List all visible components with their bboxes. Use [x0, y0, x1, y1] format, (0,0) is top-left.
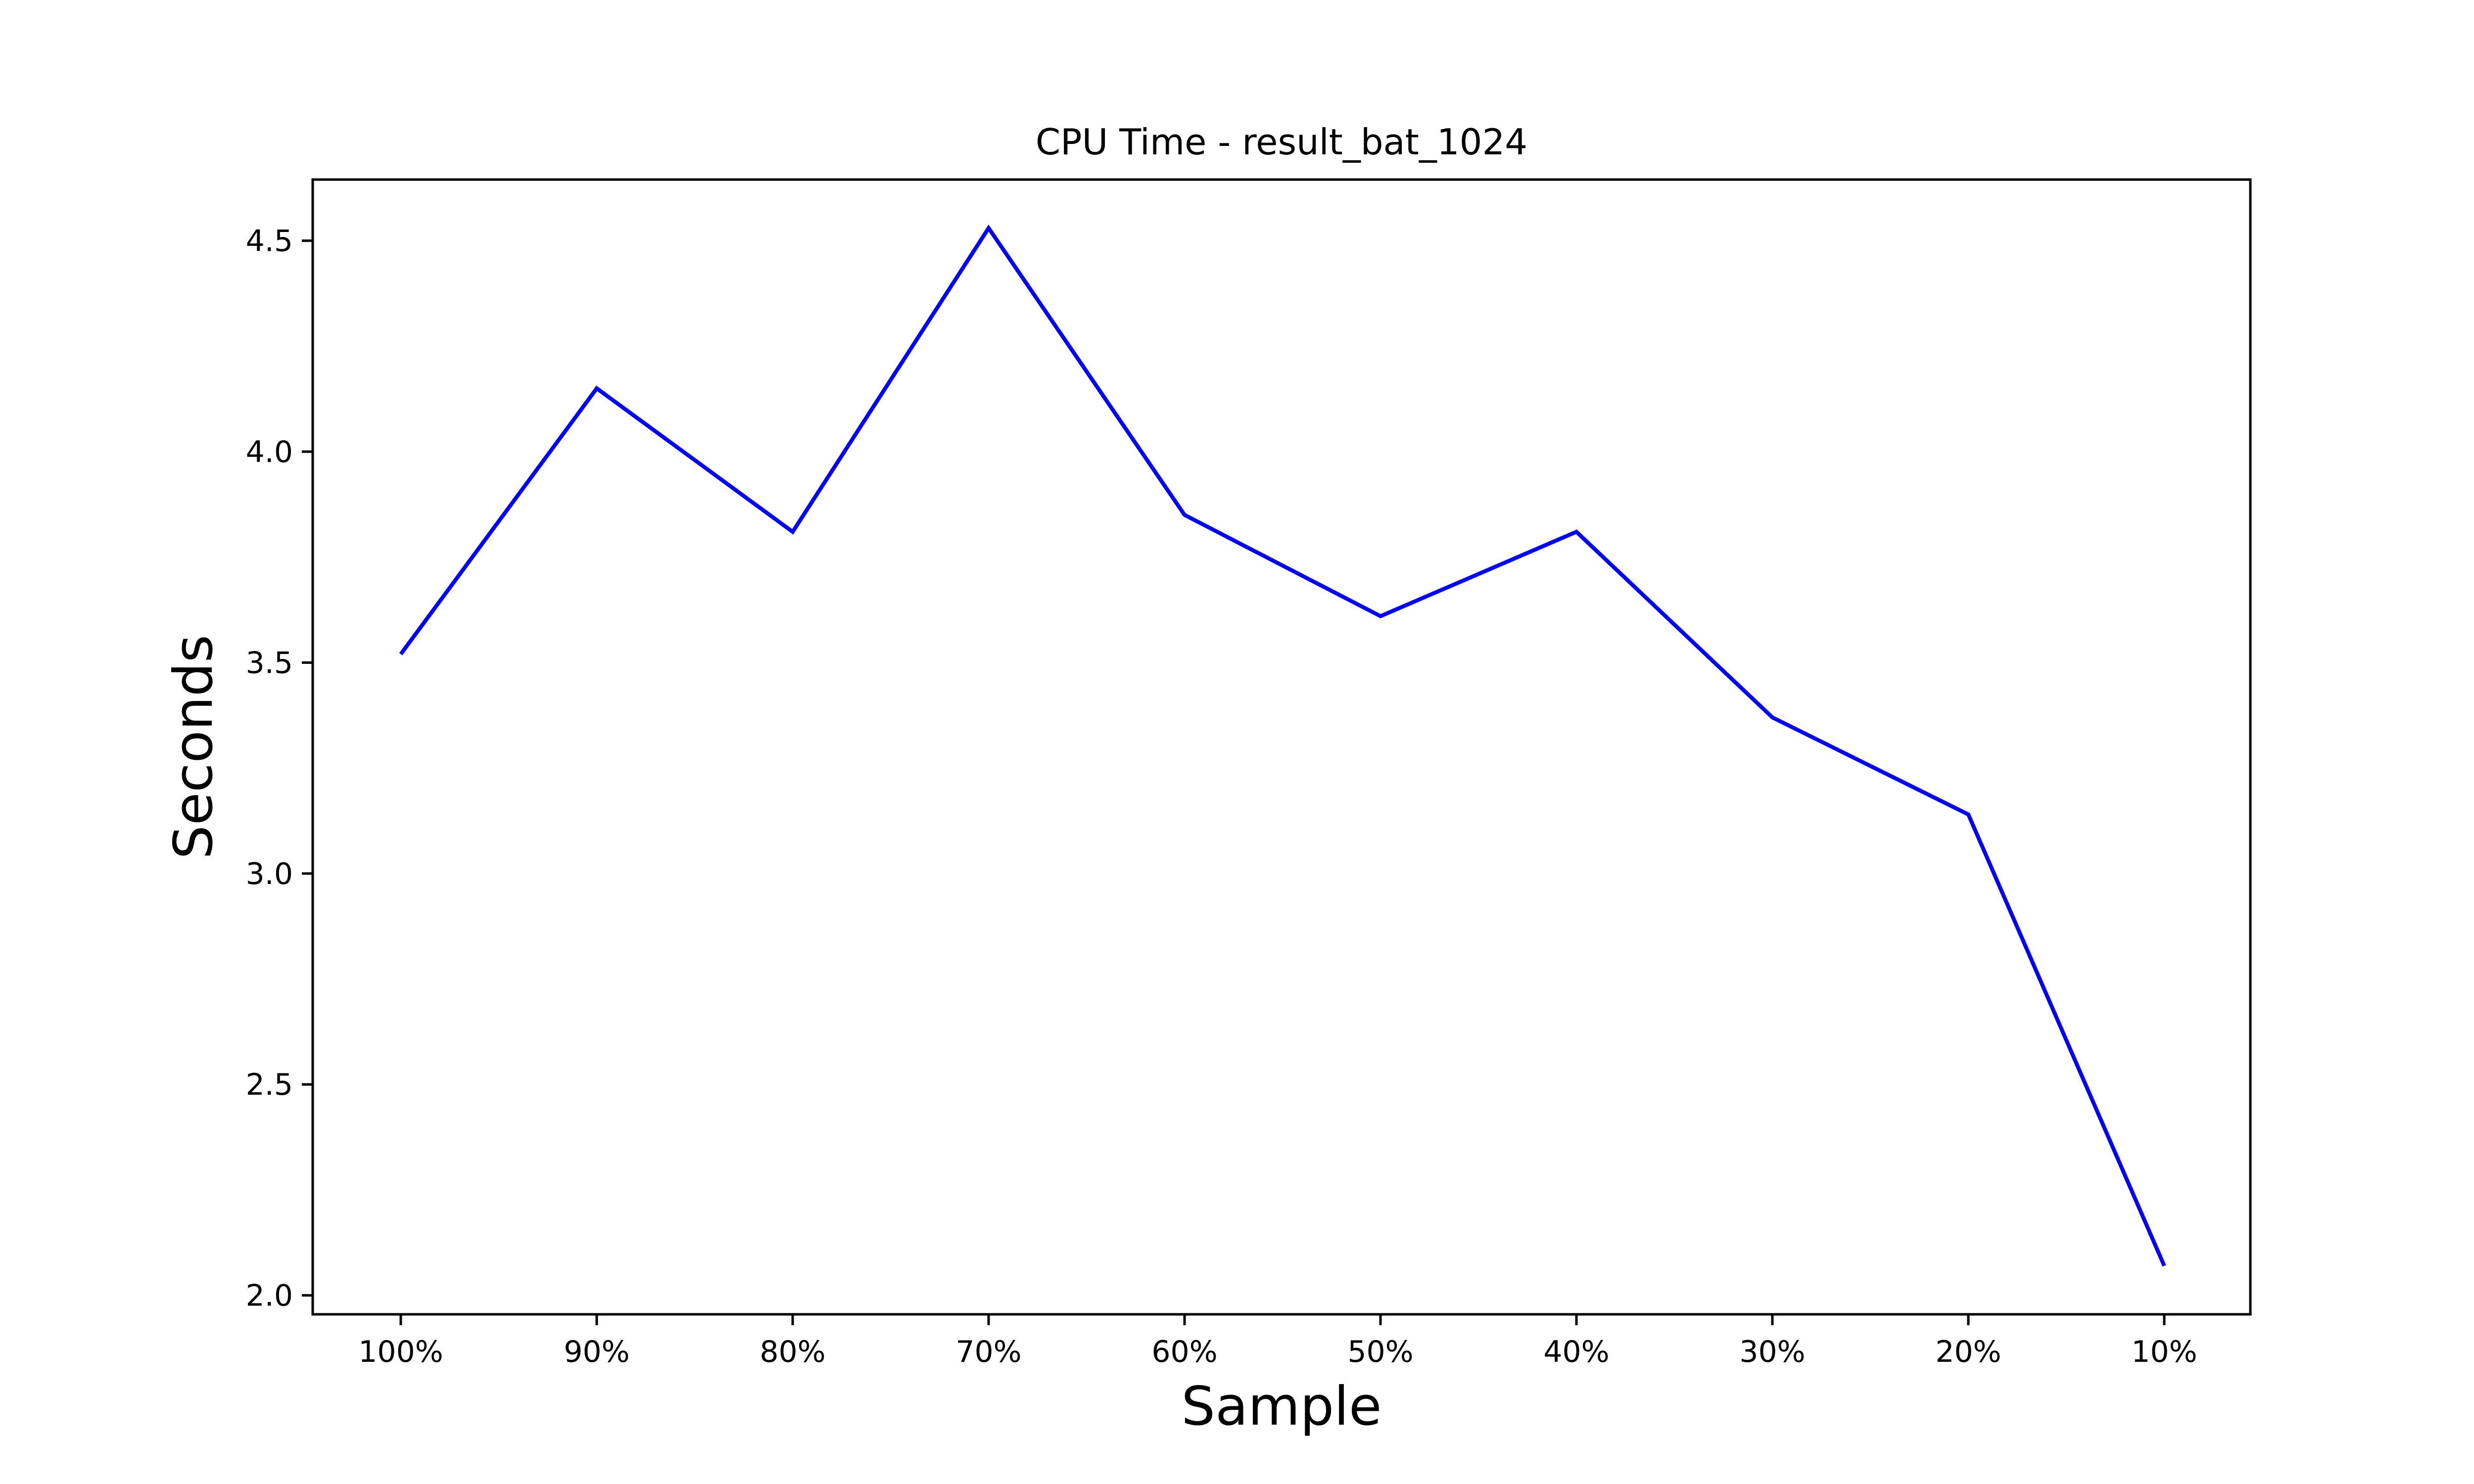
- y-tick-label: 4.0: [246, 435, 293, 469]
- y-tick-label: 3.5: [246, 646, 293, 680]
- plot-area-frame: [311, 178, 2252, 1316]
- y-tick-label: 3.0: [246, 857, 293, 891]
- y-axis: 2.0 2.5 3.0 3.5 4.0 4.5: [246, 224, 313, 1313]
- series-group: [399, 224, 2166, 1267]
- x-tick-label: 20%: [1935, 1335, 2001, 1369]
- series-point: [1772, 717, 1773, 718]
- x-tick-label: 90%: [564, 1335, 629, 1369]
- x-tick-label: 10%: [2131, 1335, 2197, 1369]
- series-line: [399, 224, 2166, 1267]
- series-point: [1968, 814, 1969, 815]
- x-axis-label: Sample: [1182, 1376, 1382, 1438]
- x-tick-label: 40%: [1543, 1335, 1609, 1369]
- y-tick-label: 4.5: [246, 224, 293, 259]
- x-tick-label: 60%: [1151, 1335, 1217, 1369]
- x-tick-label: 80%: [760, 1335, 825, 1369]
- y-tick-label: 2.5: [246, 1067, 293, 1102]
- x-axis: 100% 90% 80% 70% 60% 50% 40% 30% 20% 10%: [358, 1314, 2197, 1369]
- x-tick-label: 100%: [358, 1335, 443, 1369]
- x-tick-label: 50%: [1347, 1335, 1413, 1369]
- chart-title: CPU Time - result_bat_1024: [1036, 121, 1527, 163]
- y-tick-label: 2.0: [246, 1279, 293, 1313]
- series-point: [2164, 1265, 2165, 1266]
- x-tick-label: 30%: [1739, 1335, 1805, 1369]
- x-tick-label: 70%: [955, 1335, 1021, 1369]
- y-axis-label: Seconds: [163, 635, 225, 859]
